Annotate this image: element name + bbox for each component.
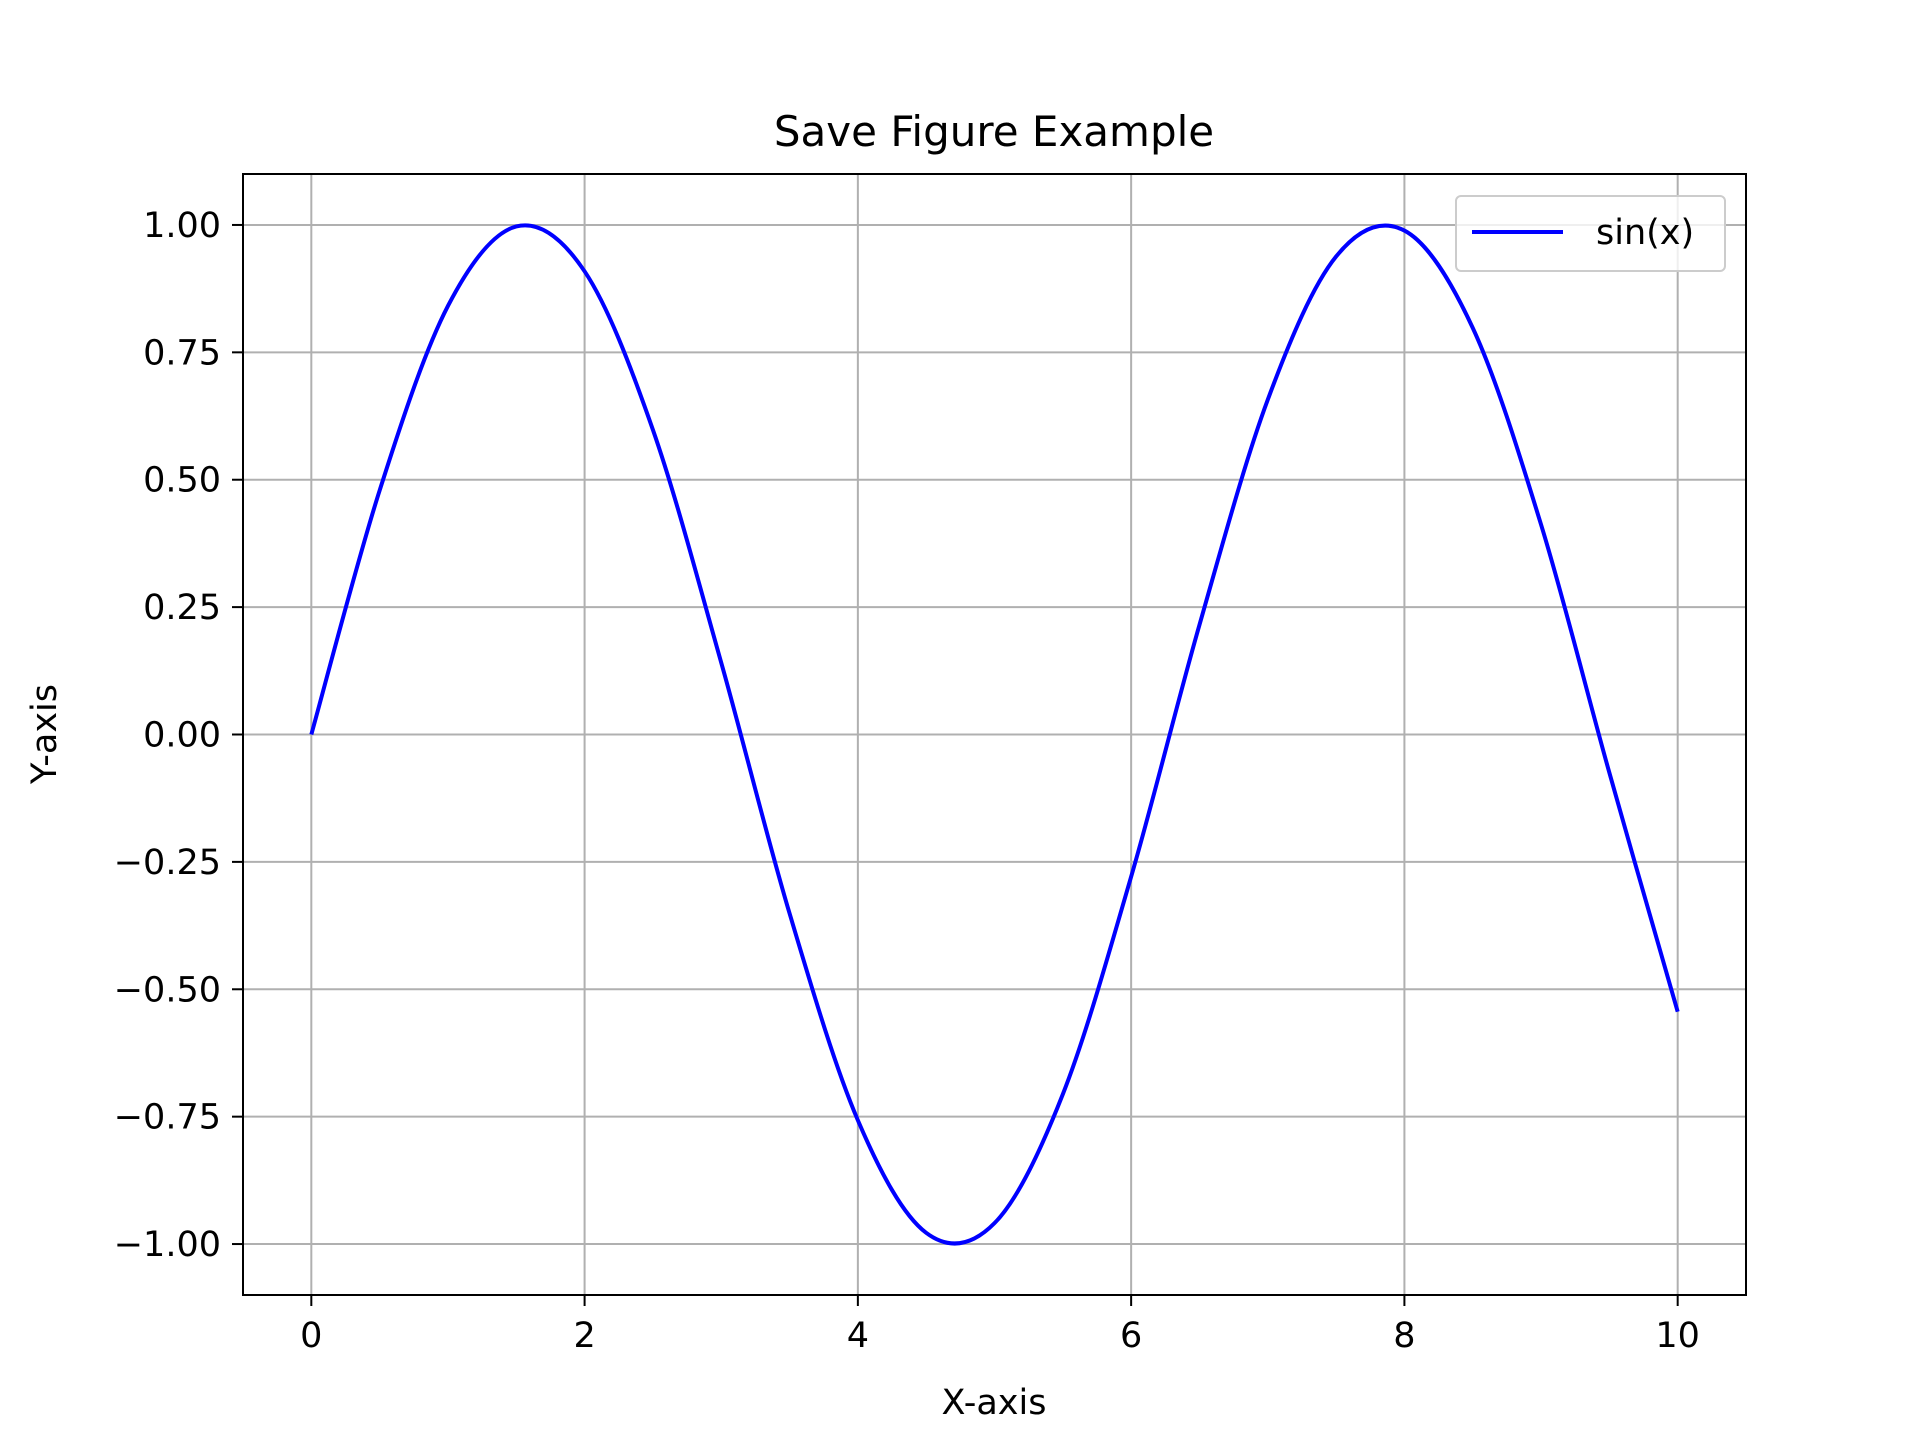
x-tick-label: 2: [573, 1316, 595, 1356]
y-tick-label: −0.75: [114, 1098, 221, 1138]
y-tick-label: −1.00: [114, 1225, 221, 1265]
x-tick-label: 8: [1393, 1316, 1415, 1356]
y-tick-label: 1.00: [143, 206, 221, 246]
y-tick-label: 0.50: [143, 461, 221, 501]
legend-box: [1455, 195, 1726, 272]
legend: sin(x): [1455, 195, 1726, 272]
x-axis-label: X-axis: [942, 1383, 1047, 1423]
legend-label: sin(x): [1596, 213, 1694, 253]
y-tick-label: 0.00: [143, 716, 221, 756]
y-tick-label: −0.50: [114, 970, 221, 1010]
chart-title: Save Figure Example: [774, 107, 1214, 156]
x-tick-label: 10: [1655, 1316, 1700, 1356]
y-tick-label: 0.25: [143, 588, 221, 628]
ticks: 0 2 4 6 8 10 −1.00 −0.75 −0.50 −0.25 0.00 0.25 0.50 0…: [114, 206, 1700, 1356]
y-tick-label: −0.25: [114, 843, 221, 883]
y-tick-label: 0.75: [143, 333, 221, 373]
x-tick-label: 6: [1120, 1316, 1142, 1356]
series-line-0: [309, 223, 1680, 1246]
grid: [243, 174, 1746, 1295]
series-layer: [309, 223, 1680, 1246]
y-axis-label: Y-axis: [25, 684, 65, 785]
x-tick-label: 0: [300, 1316, 322, 1356]
x-tick-label: 4: [847, 1316, 869, 1356]
